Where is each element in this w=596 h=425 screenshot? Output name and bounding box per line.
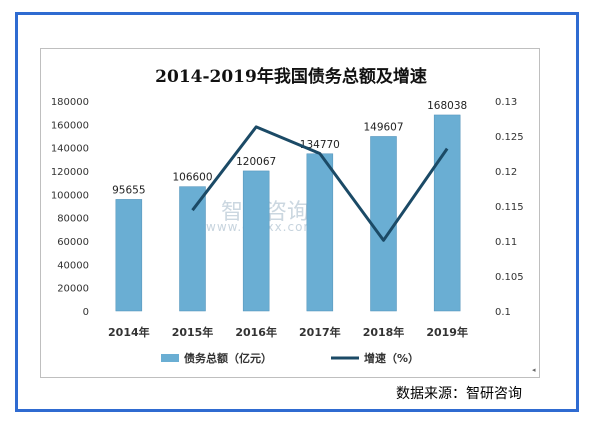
bar-value-label: 168038: [427, 100, 467, 112]
bar: [179, 186, 206, 312]
y-left-tick-label: 0: [83, 307, 89, 318]
bar: [242, 170, 270, 312]
y-left-tick-label: 140000: [51, 144, 89, 155]
x-tick-label: 2014年: [108, 325, 150, 339]
bar: [115, 199, 143, 312]
corner-mark: ◂: [532, 366, 536, 374]
chart-title: 2014-2019年我国债务总额及增速: [155, 66, 427, 87]
x-tick-label: 2018年: [363, 325, 405, 339]
bar-value-label: 149607: [363, 121, 403, 133]
y-left-tick-label: 40000: [57, 260, 89, 271]
outer-frame: [15, 12, 579, 412]
y-left-tick-label: 100000: [51, 190, 89, 201]
x-tick-label: 2016年: [235, 325, 277, 339]
combo-chart: 2014-2019年我国债务总额及增速 0 20000 40000 60000 80000…: [51, 66, 524, 365]
bar-value-label: 106600: [172, 172, 212, 184]
y-left-tick-label: 20000: [57, 284, 89, 295]
y-right-tick-label: 0.1: [495, 307, 511, 318]
y-left-tick-label: 160000: [51, 120, 89, 131]
y-left-tick-label: 180000: [51, 97, 89, 108]
y-right-tick-label: 0.125: [495, 132, 524, 143]
y-left-tick-label: 60000: [57, 237, 89, 248]
y-right-tick-label: 0.105: [495, 272, 524, 283]
x-tick-label: 2017年: [299, 325, 341, 339]
y-right-tick-label: 0.11: [495, 237, 517, 248]
bar-value-label: 95655: [112, 184, 145, 196]
x-tick-label: 2019年: [426, 325, 468, 339]
legend-bar-swatch: [161, 354, 179, 362]
legend-line-label: 增速（%）: [364, 351, 419, 365]
chart-area: 2014-2019年我国债务总额及增速 0 20000 40000 60000 80000…: [40, 48, 540, 378]
bar: [433, 114, 461, 312]
bar-value-label: 120067: [236, 156, 276, 168]
bar: [370, 136, 397, 312]
legend-bar-label: 债务总额（亿元）: [184, 351, 272, 365]
bar: [306, 153, 334, 312]
x-tick-label: 2015年: [172, 325, 214, 339]
growth-line: [191, 125, 449, 242]
y-left-tick-label: 120000: [51, 167, 89, 178]
y-right-tick-label: 0.13: [495, 97, 517, 108]
y-left-tick-label: 80000: [57, 214, 89, 225]
source-note: 数据来源：智研咨询: [396, 386, 522, 402]
y-right-tick-label: 0.115: [495, 202, 524, 213]
y-right-tick-label: 0.12: [495, 167, 517, 178]
